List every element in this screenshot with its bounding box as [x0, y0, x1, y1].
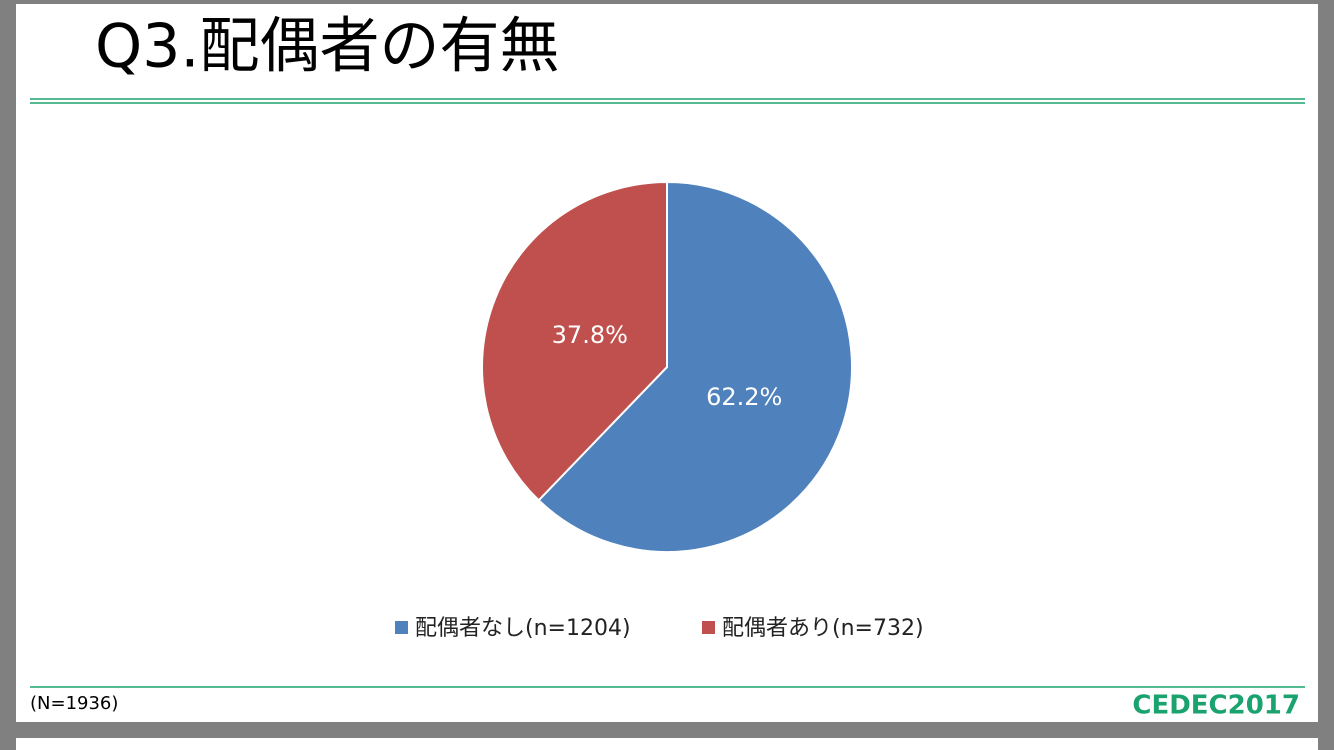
- data-label: 37.8%: [552, 321, 628, 349]
- chart-title: Q3.配偶者の有無: [95, 12, 559, 82]
- legend-label: 配偶者なし(n=1204): [415, 616, 631, 641]
- pie-slice: [537, 180, 853, 553]
- note: (N=1936): [30, 693, 118, 714]
- next-slide: [16, 738, 1318, 750]
- logo: CEDEC2017: [1132, 691, 1300, 721]
- pie-slice: [481, 180, 668, 502]
- legend-label: 配偶者あり(n=732): [722, 616, 924, 641]
- data-label: 62.2%: [706, 383, 782, 411]
- plot: 62.2% 37.8% 配偶者なし(n=1204) 配偶者あり(n=732): [395, 180, 924, 641]
- legend-swatch: [702, 621, 715, 634]
- legend-swatch: [395, 621, 408, 634]
